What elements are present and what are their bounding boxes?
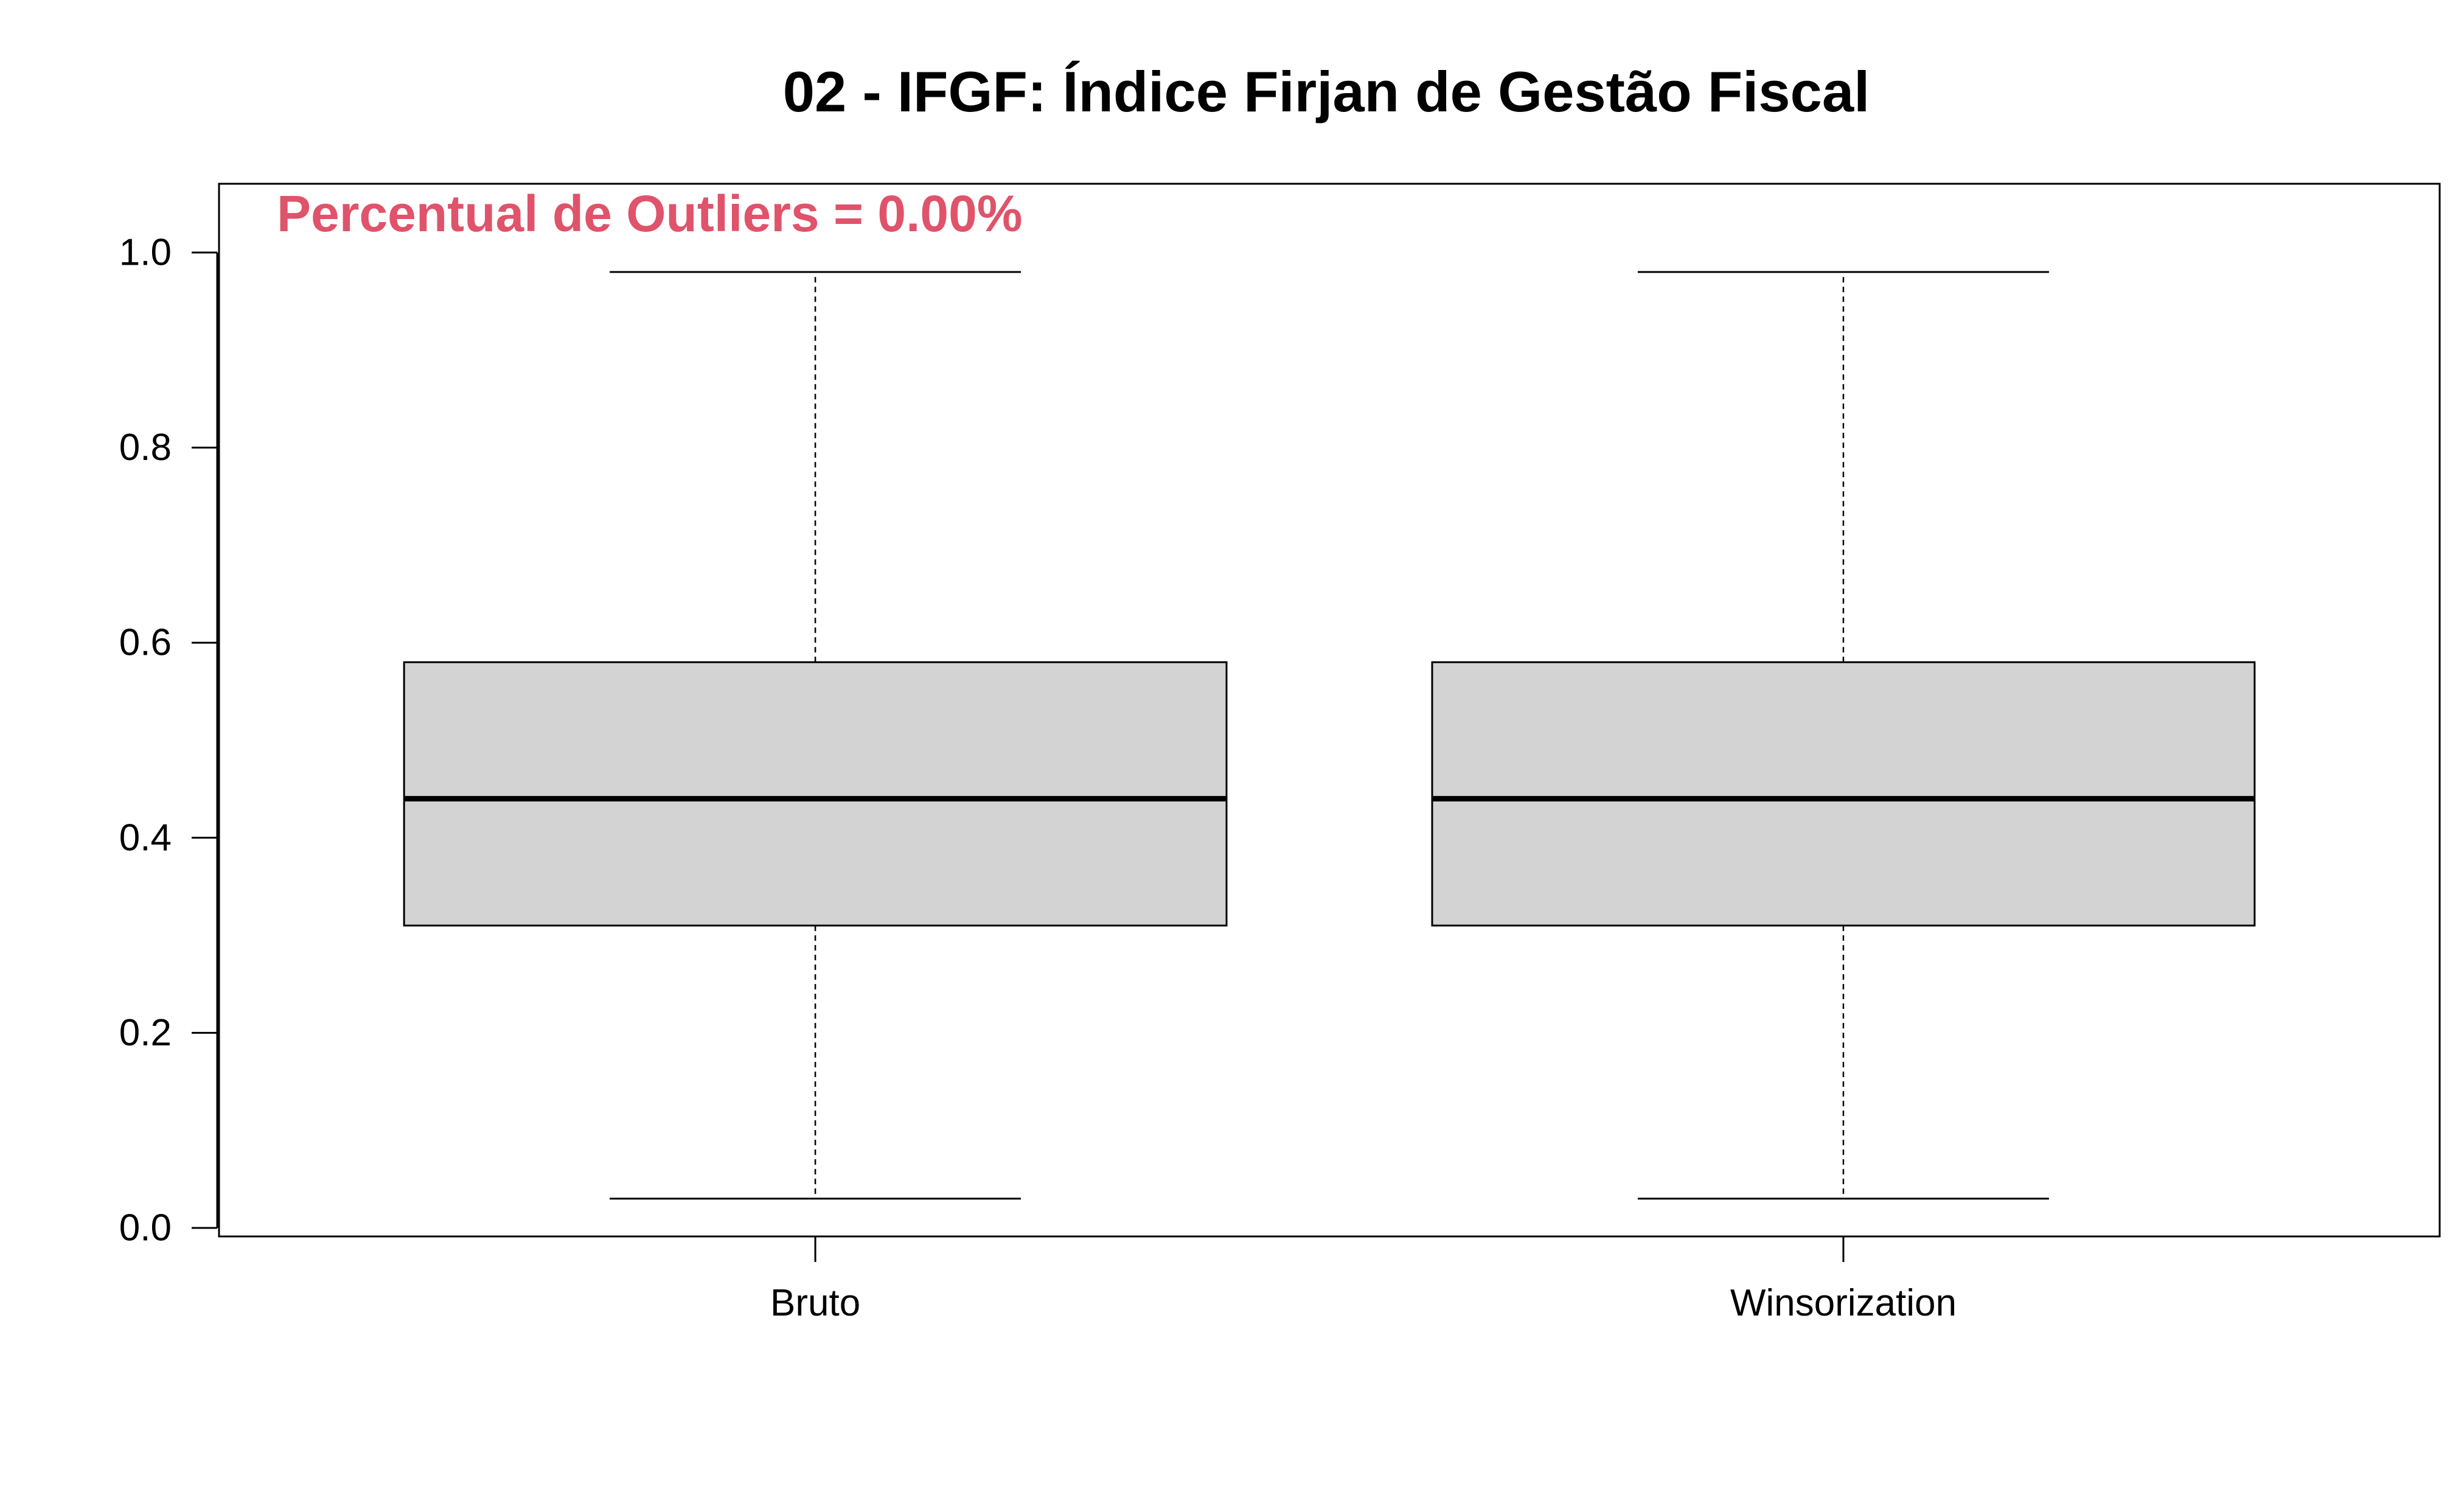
outlier-percentage-annotation: Percentual de Outliers = 0.00% — [277, 185, 1023, 242]
x-tick-label-winsorization: Winsorization — [1730, 1282, 1957, 1324]
plot-area-frame — [218, 183, 2441, 1238]
x-tick-label-bruto: Bruto — [770, 1282, 860, 1324]
boxes-group — [403, 271, 2256, 1200]
y-tick-label: 0.2 — [119, 1012, 172, 1054]
y-tick-label: 0.6 — [119, 622, 172, 664]
box-winsorization — [1431, 271, 2256, 1200]
box-bruto — [403, 271, 1228, 1200]
y-tick-label: 0.0 — [119, 1207, 172, 1249]
y-tick-label: 1.0 — [119, 232, 172, 274]
y-tick-label: 0.4 — [119, 817, 172, 859]
y-tick-label: 0.8 — [119, 427, 172, 469]
chart-title: 02 - IFGF: Índice Firjan de Gestão Fisca… — [783, 60, 1870, 124]
x-axis: Bruto Winsorization — [770, 1236, 1957, 1324]
iqr-box — [403, 661, 1228, 927]
iqr-box — [1431, 661, 2256, 927]
y-axis: 0.0 0.2 0.4 0.6 0.8 1.0 — [119, 232, 218, 1249]
